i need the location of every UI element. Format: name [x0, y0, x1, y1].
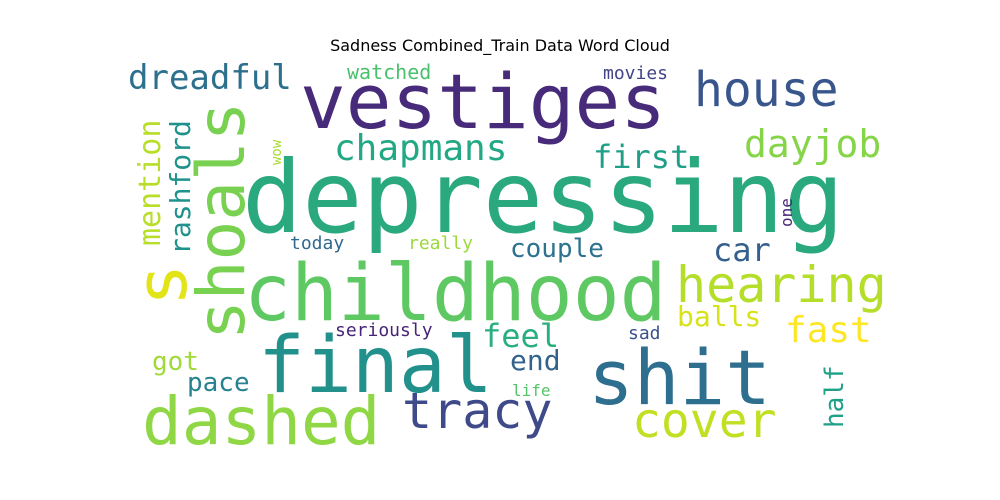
- word-watched: watched: [347, 60, 431, 84]
- word-shit: shit: [588, 333, 771, 422]
- word-car: car: [713, 231, 771, 269]
- word-mention: mention: [133, 120, 168, 246]
- word-rashford: rashford: [164, 120, 197, 255]
- word-one: one: [777, 198, 796, 227]
- word-seriously: seriously: [335, 320, 433, 341]
- word-house: house: [694, 62, 839, 118]
- word-chapmans: chapmans: [334, 128, 507, 169]
- word-childhood: childhood: [244, 249, 667, 339]
- word-first: first: [593, 138, 689, 176]
- word-dayjob: dayjob: [744, 122, 881, 166]
- word-cover: cover: [632, 393, 777, 449]
- word-movies: movies: [603, 63, 668, 84]
- word-feel: feel: [482, 317, 559, 355]
- word-pace: pace: [187, 368, 250, 398]
- word-balls: balls: [677, 300, 761, 333]
- chart-title: Sadness Combined_Train Data Word Cloud: [330, 36, 670, 55]
- word-dashed: dashed: [142, 383, 380, 460]
- word-shoals: shoals: [183, 102, 260, 340]
- word-life: life: [512, 381, 551, 400]
- word-vestiges: vestiges: [300, 57, 666, 146]
- word-s: s: [121, 264, 203, 306]
- word-hearing: hearing: [676, 256, 887, 314]
- word-half: half: [820, 365, 850, 428]
- word-fast: fast: [785, 310, 872, 351]
- word-today: today: [290, 233, 344, 254]
- word-wow: wow: [269, 139, 285, 165]
- word-depressing: depressing: [242, 139, 844, 256]
- word-sad: sad: [628, 323, 661, 344]
- word-final: final: [258, 321, 493, 411]
- word-couple: couple: [510, 234, 604, 264]
- word-really: really: [408, 233, 473, 254]
- word-end: end: [510, 344, 561, 377]
- word-got: got: [152, 347, 199, 377]
- word-tracy: tracy: [402, 382, 553, 440]
- word-dreadful: dreadful: [128, 58, 292, 98]
